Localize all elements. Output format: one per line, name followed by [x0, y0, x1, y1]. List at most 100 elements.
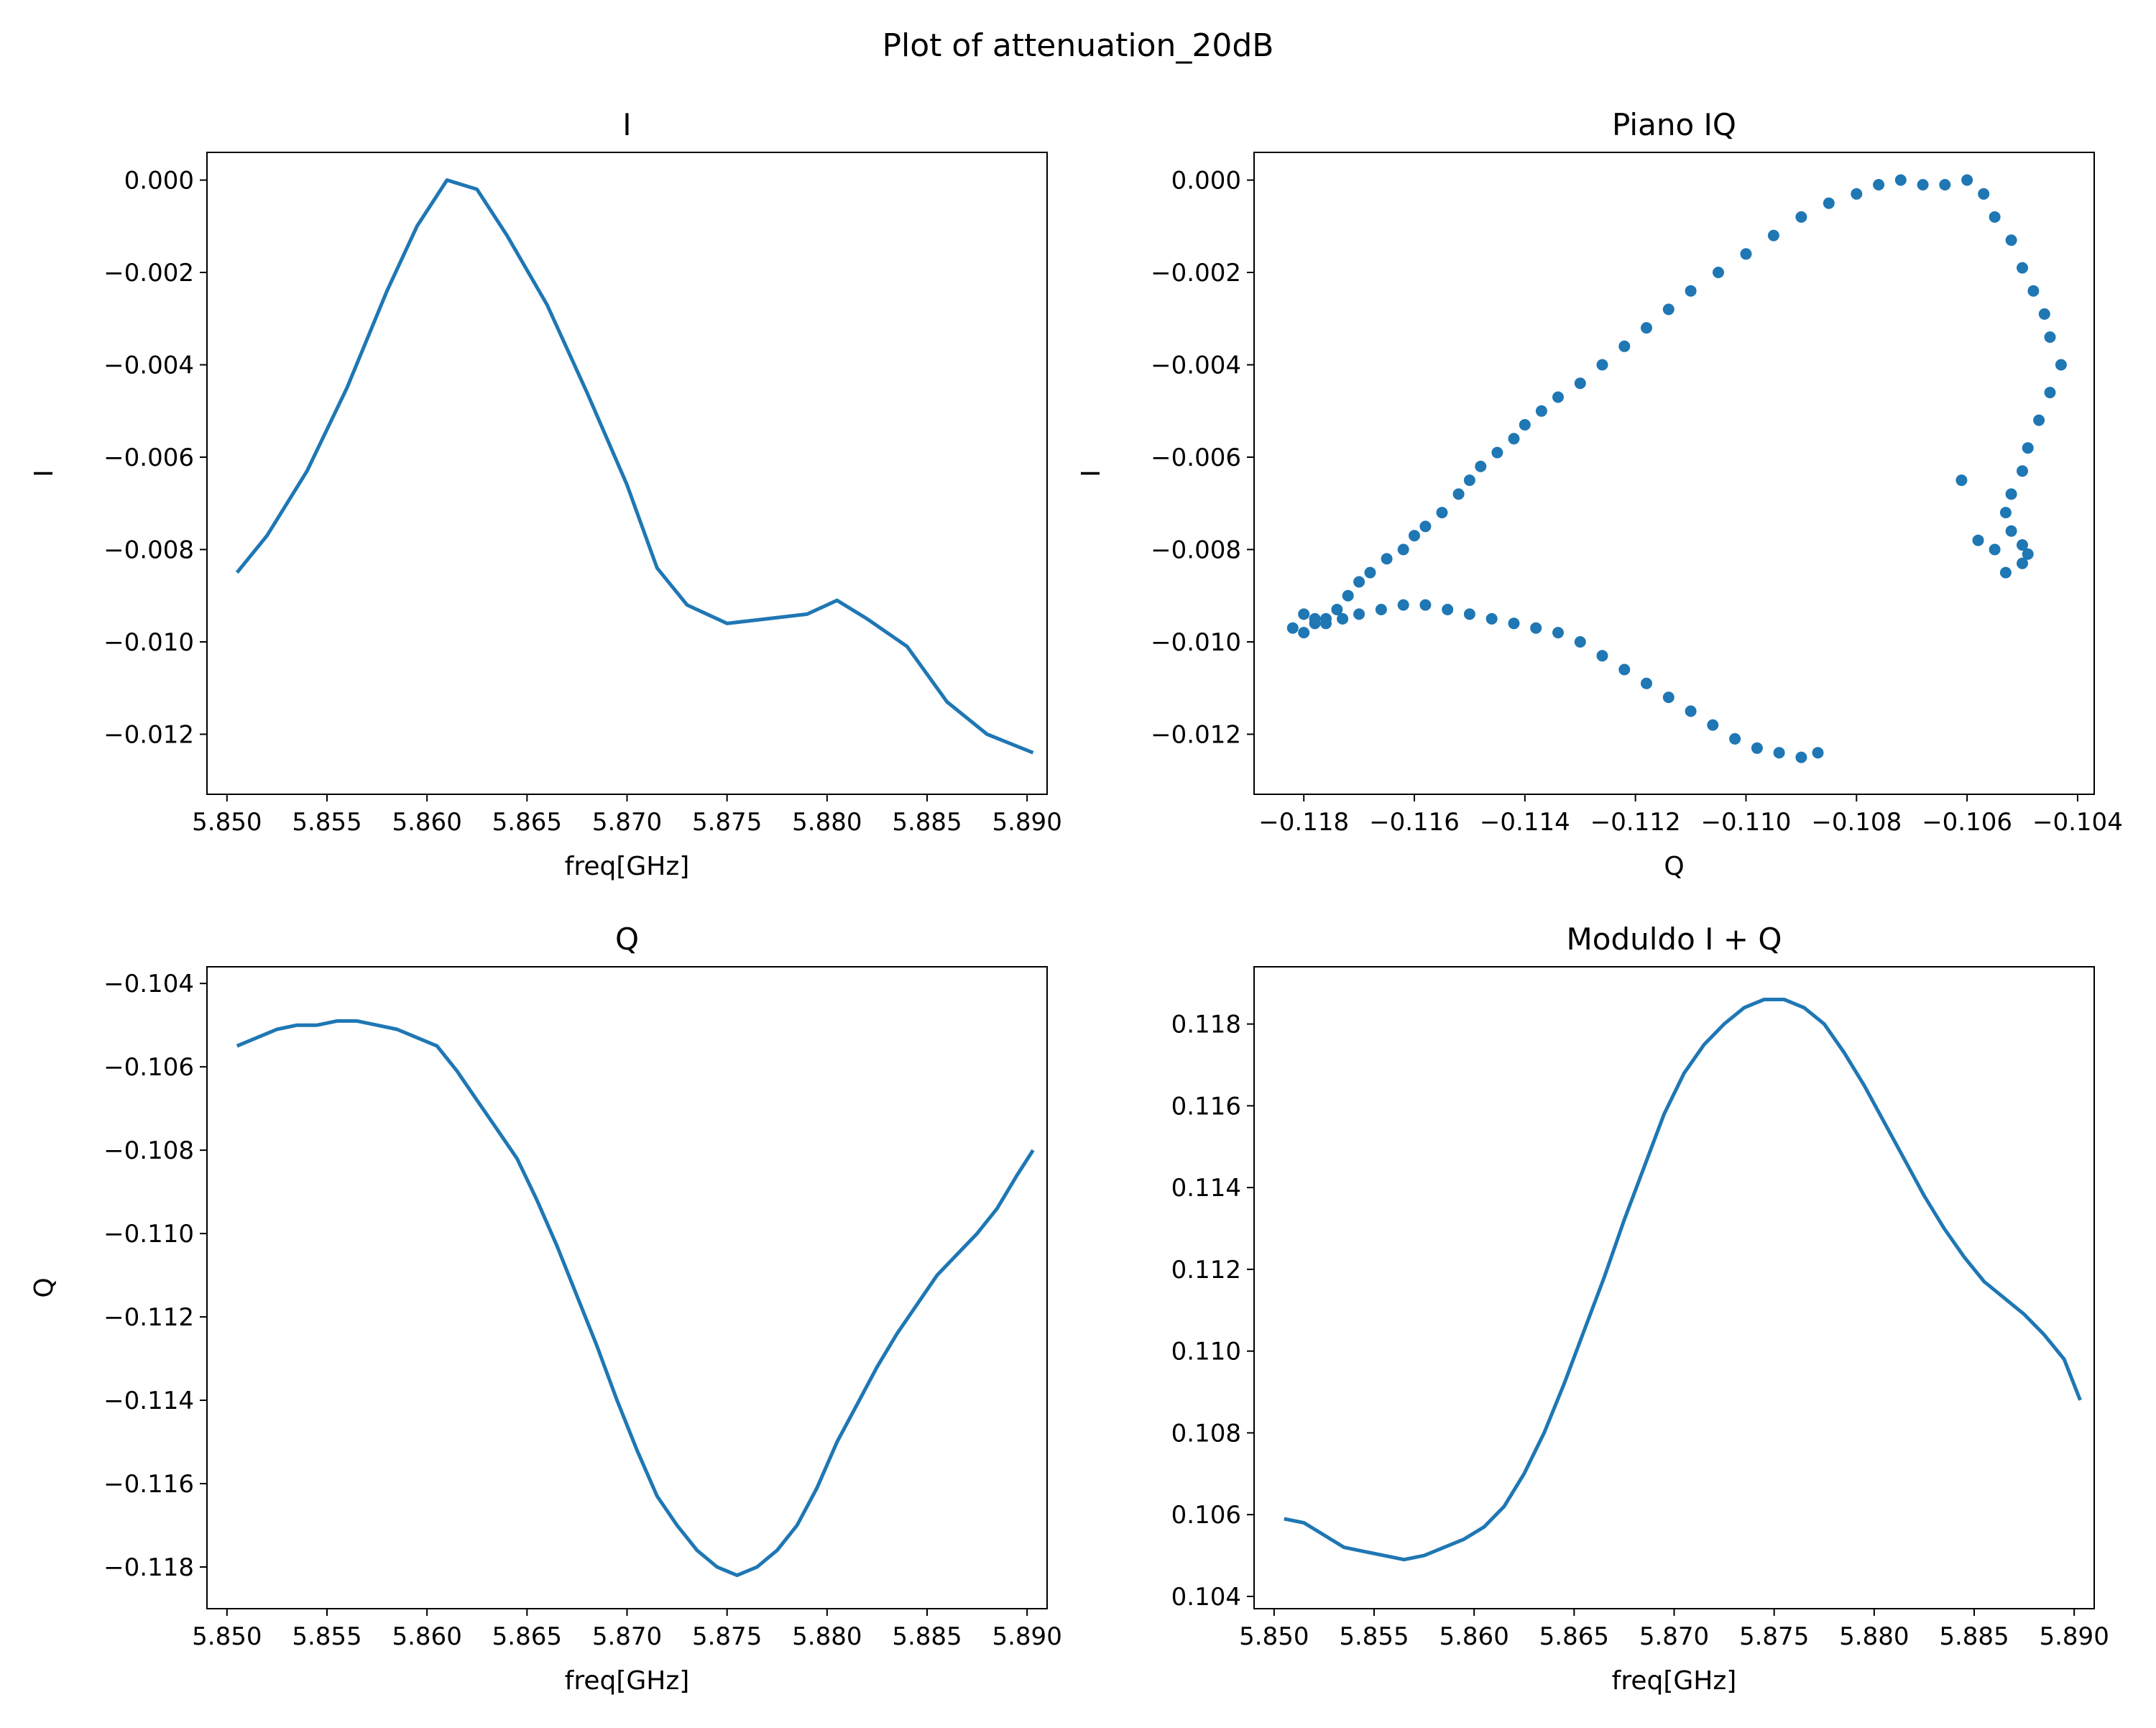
x-tick-label: −0.104	[2032, 808, 2123, 837]
data-point	[2033, 414, 2045, 426]
scatter-points	[1286, 174, 2067, 763]
x-tick-label: 5.890	[2039, 1622, 2109, 1651]
data-point	[1685, 705, 1697, 717]
data-point	[1618, 663, 1631, 676]
data-point	[1375, 604, 1387, 615]
y-tick-label: −0.010	[103, 628, 194, 657]
x-tick-label: 5.880	[1839, 1622, 1909, 1651]
data-point	[1381, 553, 1393, 565]
data-point	[1729, 732, 1741, 745]
x-tick-label: 5.890	[992, 1622, 1061, 1651]
y-tick-label: −0.012	[1151, 720, 1241, 749]
x-tick-label: 5.860	[392, 808, 461, 837]
data-point	[1508, 433, 1520, 445]
y-tick-label: 0.110	[1171, 1338, 1241, 1366]
y-tick-label: −0.008	[1151, 536, 1241, 565]
x-tick-label: −0.114	[1480, 808, 1570, 837]
data-point	[1851, 188, 1863, 200]
data-point	[2027, 285, 2040, 297]
data-point	[1397, 599, 1409, 611]
x-tick-label: −0.110	[1701, 808, 1792, 837]
data-point	[1999, 566, 2012, 579]
data-point	[1530, 622, 1542, 634]
axes-frame	[1253, 966, 2095, 1609]
y-axis-label: I	[29, 469, 59, 477]
x-axis-label: freq[GHz]	[565, 1666, 690, 1696]
subplot-1: 5.850 5.855 5.860 5.865 5.870 5.875 5.880 5.885…	[29, 107, 1062, 881]
data-point	[1491, 446, 1503, 459]
y-tick-label: −0.114	[103, 1387, 194, 1415]
subplot-title: Piano IQ	[1612, 107, 1736, 142]
x-tick-label: −0.112	[1590, 808, 1681, 837]
data-point	[1552, 391, 1564, 403]
data-point	[1535, 405, 1547, 417]
data-point	[1596, 650, 1608, 662]
x-tick-label: 5.880	[792, 808, 862, 837]
y-tick-label: −0.004	[1151, 351, 1241, 380]
y-tick-label: 0.106	[1171, 1501, 1241, 1530]
x-tick-label: 5.870	[592, 1622, 662, 1651]
data-point	[2017, 262, 2028, 274]
data-point	[2044, 331, 2056, 343]
y-tick-label: −0.002	[103, 259, 194, 288]
data-point	[2005, 234, 2017, 247]
x-tick-label: 5.865	[492, 1622, 562, 1651]
data-point	[1353, 608, 1365, 620]
data-point	[1452, 488, 1465, 500]
x-tick-label: 5.870	[592, 808, 662, 837]
data-point	[2044, 387, 2056, 399]
y-axis-label: Q	[29, 1277, 59, 1297]
subplot-4: 5.850 5.855 5.860 5.865 5.870 5.875 5.880 5.885…	[1171, 922, 2109, 1696]
x-axis-label: freq[GHz]	[1612, 1666, 1737, 1696]
data-point	[1961, 174, 1973, 186]
x-tick-label: 5.885	[1939, 1622, 2009, 1651]
x-tick-label: 5.865	[1539, 1622, 1609, 1651]
y-tick-label: −0.112	[103, 1303, 194, 1332]
data-point	[1320, 617, 1332, 630]
data-point	[1485, 612, 1498, 625]
y-tick-label: 0.114	[1171, 1174, 1241, 1203]
data-point	[1989, 211, 2001, 223]
y-tick-label: −0.006	[103, 444, 194, 472]
data-point	[1397, 543, 1409, 556]
x-tick-label: 5.885	[892, 1622, 962, 1651]
x-tick-label: 5.855	[292, 1622, 361, 1651]
data-point	[1939, 179, 1951, 190]
subplot-3: 5.850 5.855 5.860 5.865 5.870 5.875 5.880 5.885…	[29, 922, 1062, 1696]
axes-frame	[1253, 152, 2095, 795]
subplot-title: I	[622, 107, 631, 142]
data-point	[1364, 566, 1376, 579]
x-tick-label: 5.855	[292, 808, 361, 837]
x-tick-label: 5.870	[1639, 1622, 1709, 1651]
data-point	[1989, 543, 2001, 556]
data-point	[1740, 248, 1752, 260]
data-point	[1767, 229, 1779, 242]
x-tick-label: 5.875	[692, 808, 762, 837]
x-tick-label: 5.890	[992, 808, 1061, 837]
y-tick-label: 0.108	[1171, 1419, 1241, 1448]
data-point	[1298, 627, 1310, 639]
subplot-title: Q	[615, 922, 639, 957]
data-point	[1773, 747, 1785, 759]
data-point	[1337, 612, 1349, 625]
data-point	[2038, 308, 2050, 320]
y-tick-label: −0.004	[103, 351, 194, 380]
data-point	[1795, 751, 1807, 763]
x-tick-label: 5.850	[192, 808, 262, 837]
y-tick-label: −0.002	[1151, 259, 1241, 288]
data-point	[1751, 742, 1763, 754]
data-point	[1436, 507, 1448, 519]
data-point	[1409, 530, 1420, 542]
data-point	[1894, 174, 1907, 186]
axes-frame	[206, 152, 1048, 795]
x-tick-label: −0.108	[1811, 808, 1902, 837]
x-tick-label: 5.880	[792, 1622, 862, 1651]
x-tick-label: 5.865	[492, 808, 562, 837]
y-tick-label: −0.012	[103, 720, 194, 749]
x-tick-label: 5.860	[392, 1622, 461, 1651]
data-point	[1641, 677, 1652, 689]
data-point	[1685, 285, 1697, 297]
data-point	[1812, 747, 1824, 759]
